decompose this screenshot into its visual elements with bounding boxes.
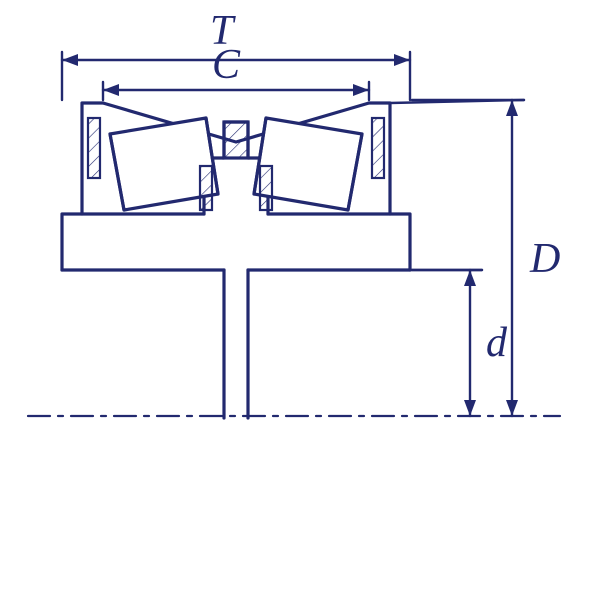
dimension-label-D: D [530, 238, 560, 280]
dimension-label-C: C [212, 44, 240, 86]
dimension-label-d: d [486, 322, 507, 364]
